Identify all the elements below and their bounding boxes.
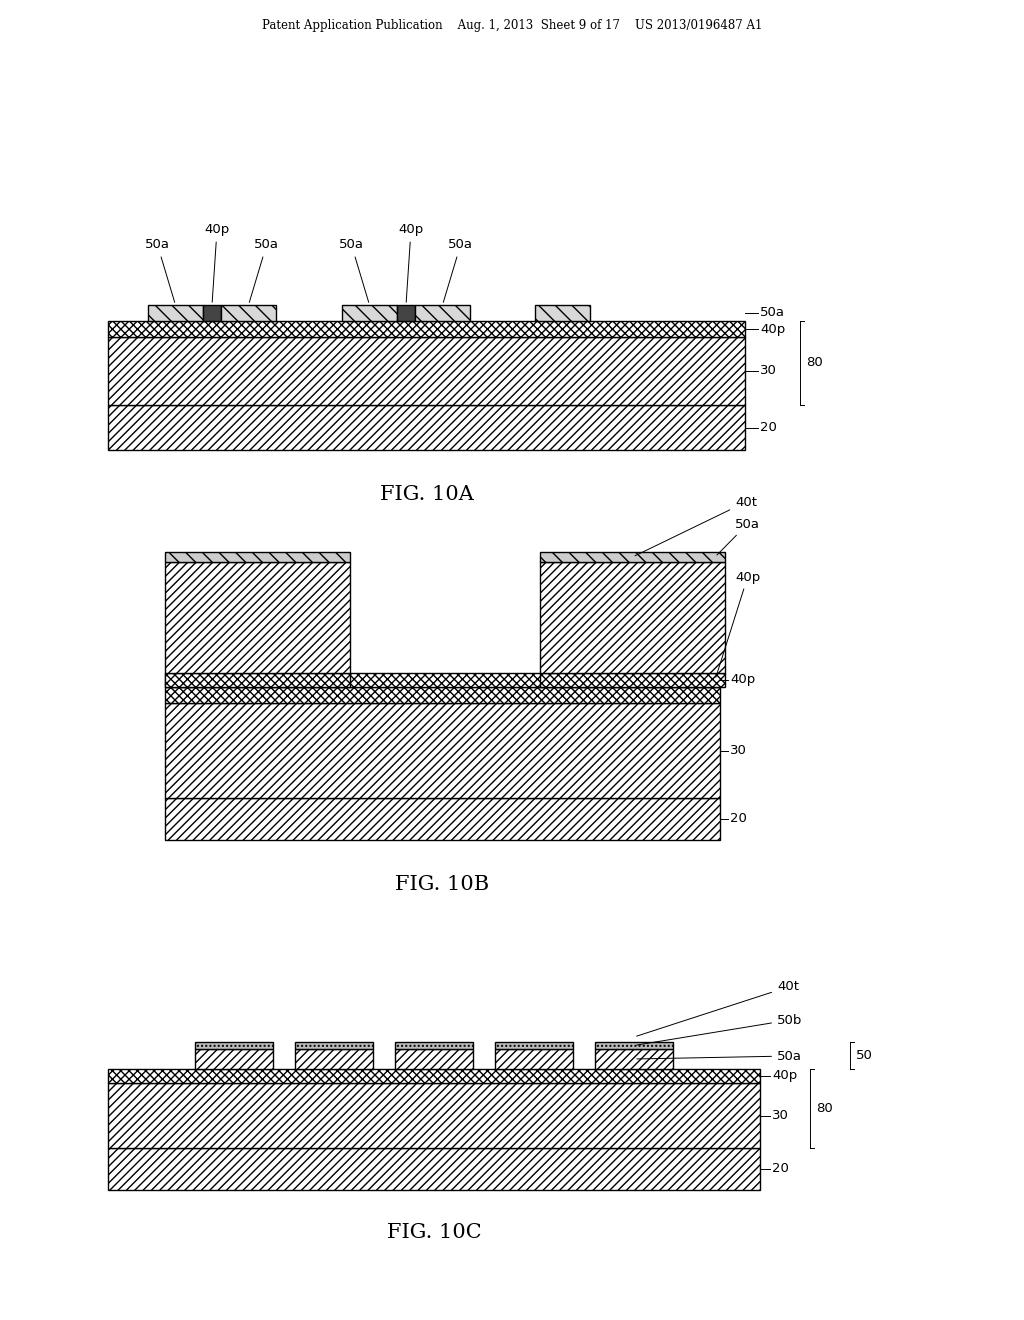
Bar <box>108 1148 760 1191</box>
Text: 50a: 50a <box>249 239 279 302</box>
Bar <box>415 305 470 321</box>
Bar <box>108 405 745 450</box>
Bar <box>195 1049 273 1069</box>
Bar <box>395 1041 473 1049</box>
Text: 50a: 50a <box>717 517 760 554</box>
Text: 20: 20 <box>730 813 746 825</box>
Text: 50a: 50a <box>145 239 175 302</box>
Text: Patent Application Publication    Aug. 1, 2013  Sheet 9 of 17    US 2013/0196487: Patent Application Publication Aug. 1, 2… <box>262 18 762 32</box>
Bar <box>397 305 415 321</box>
Bar <box>595 1049 673 1069</box>
Text: FIG. 10C: FIG. 10C <box>387 1222 481 1242</box>
Bar <box>535 305 590 321</box>
Text: 50: 50 <box>856 1049 872 1063</box>
Text: 30: 30 <box>772 1109 788 1122</box>
Bar <box>540 552 725 562</box>
Bar <box>203 305 221 321</box>
Text: 50b: 50b <box>637 1014 803 1045</box>
Bar <box>595 1041 673 1049</box>
Text: 50a: 50a <box>443 239 473 302</box>
Bar <box>495 1041 573 1049</box>
Text: FIG. 10A: FIG. 10A <box>380 486 473 504</box>
Bar <box>165 673 350 686</box>
Text: 40p: 40p <box>772 1069 798 1082</box>
Text: 50a: 50a <box>339 239 369 302</box>
Bar <box>395 1049 473 1069</box>
Bar <box>342 305 397 321</box>
Bar <box>540 562 725 673</box>
Bar <box>165 799 720 840</box>
Text: 80: 80 <box>806 356 822 370</box>
Text: 40t: 40t <box>635 495 757 556</box>
Bar <box>165 686 720 704</box>
Text: 30: 30 <box>730 744 746 756</box>
Text: FIG. 10B: FIG. 10B <box>395 875 489 895</box>
Bar <box>165 562 350 673</box>
Bar <box>165 673 720 686</box>
Text: 40p: 40p <box>205 223 229 302</box>
Bar <box>165 704 720 799</box>
Bar <box>108 337 745 405</box>
Text: 40p: 40p <box>398 223 424 302</box>
Bar <box>148 305 203 321</box>
Text: 50a: 50a <box>760 306 785 319</box>
Text: 40t: 40t <box>637 981 799 1036</box>
Bar <box>108 1069 760 1082</box>
Bar <box>221 305 276 321</box>
Text: 40p: 40p <box>716 570 760 677</box>
Text: 50a: 50a <box>637 1049 802 1063</box>
Text: 40p: 40p <box>760 322 785 335</box>
Text: 20: 20 <box>760 421 777 434</box>
Bar <box>495 1049 573 1069</box>
Bar <box>295 1049 373 1069</box>
Text: 20: 20 <box>772 1163 788 1176</box>
Text: 40p: 40p <box>730 673 756 686</box>
Text: 80: 80 <box>816 1102 833 1115</box>
Bar <box>540 673 725 686</box>
Bar <box>165 552 350 562</box>
Bar <box>195 1041 273 1049</box>
Bar <box>108 321 745 337</box>
Bar <box>108 1082 760 1148</box>
Text: 30: 30 <box>760 364 777 378</box>
Bar <box>295 1041 373 1049</box>
